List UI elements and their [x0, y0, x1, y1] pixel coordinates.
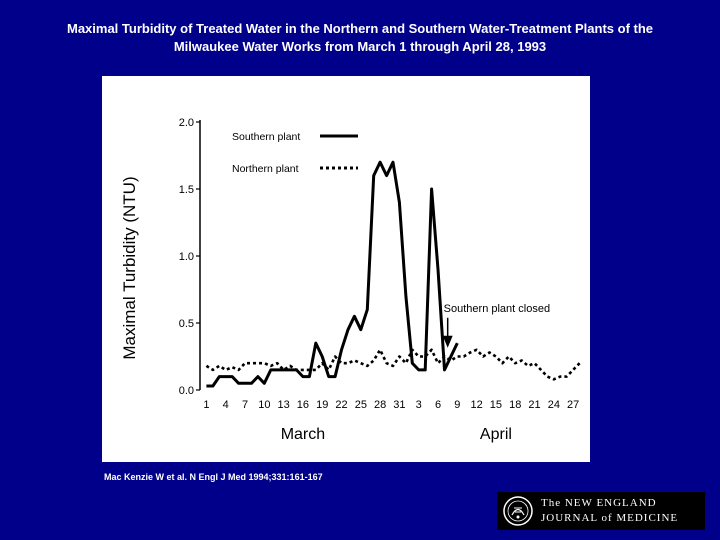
legend-label-southern-plant: Southern plant: [232, 131, 300, 143]
month-label-march: March: [281, 426, 325, 443]
x-tick-label: 7: [242, 399, 248, 411]
annotation-label: Southern plant closed: [444, 303, 550, 315]
journal-seal-icon: [503, 496, 533, 526]
x-tick-label: 3: [416, 399, 422, 411]
x-tick-label: 6: [435, 399, 441, 411]
x-tick-label: 31: [393, 399, 405, 411]
y-tick-label: 1.0: [179, 251, 194, 263]
x-tick-label: 15: [490, 399, 502, 411]
y-tick-label: 0.0: [179, 385, 194, 397]
x-tick-label: 1: [203, 399, 209, 411]
x-tick-label: 18: [509, 399, 521, 411]
journal-name-line2: JOURNAL of MEDICINE: [541, 512, 679, 524]
journal-name-line1: The NEW ENGLAND: [541, 497, 657, 509]
x-tick-label: 21: [528, 399, 540, 411]
citation: Mac Kenzie W et al. N Engl J Med 1994;33…: [104, 472, 323, 482]
x-tick-label: 13: [278, 399, 290, 411]
series-line-northern-plant: [205, 348, 581, 381]
x-tick-label: 12: [471, 399, 483, 411]
turbidity-chart: 0.0 0.5 1.0 1.5 2.0 Maximal Turbidity (NTU) 1 4…: [120, 117, 581, 443]
journal-name: The NEW ENGLAND JOURNAL of MEDICINE: [541, 496, 701, 526]
x-tick-label: 22: [335, 399, 347, 411]
x-tick-label: 16: [297, 399, 309, 411]
x-tick-label: 24: [548, 399, 560, 411]
x-tick-label: 25: [355, 399, 367, 411]
slide-title-line1: Maximal Turbidity of Treated Water in th…: [66, 21, 654, 36]
x-tick-label: 4: [223, 399, 229, 411]
annotation-arrow-head: [442, 335, 453, 348]
slide-title-line2: Milwaukee Water Works from March 1 throu…: [173, 39, 547, 54]
legend-label-northern-plant: Northern plant: [232, 163, 299, 175]
x-tick-label: 9: [454, 399, 460, 411]
series-line-southern-plant: [206, 160, 459, 388]
y-axis-title: Maximal Turbidity (NTU): [120, 176, 139, 359]
y-tick-label: 0.5: [179, 318, 194, 330]
slide-title: Maximal Turbidity of Treated Water in th…: [0, 20, 720, 56]
x-tick-label: 10: [258, 399, 270, 411]
x-tick-label: 19: [316, 399, 328, 411]
journal-logo: The NEW ENGLAND JOURNAL of MEDICINE: [497, 492, 705, 530]
y-tick-label: 1.5: [179, 184, 194, 196]
month-label-april: April: [480, 426, 512, 443]
x-tick-label: 28: [374, 399, 386, 411]
y-tick-label: 2.0: [179, 117, 194, 129]
chart-figure: 0.0 0.5 1.0 1.5 2.0 Maximal Turbidity (NTU) 1 4…: [102, 76, 590, 462]
x-tick-label: 27: [567, 399, 579, 411]
